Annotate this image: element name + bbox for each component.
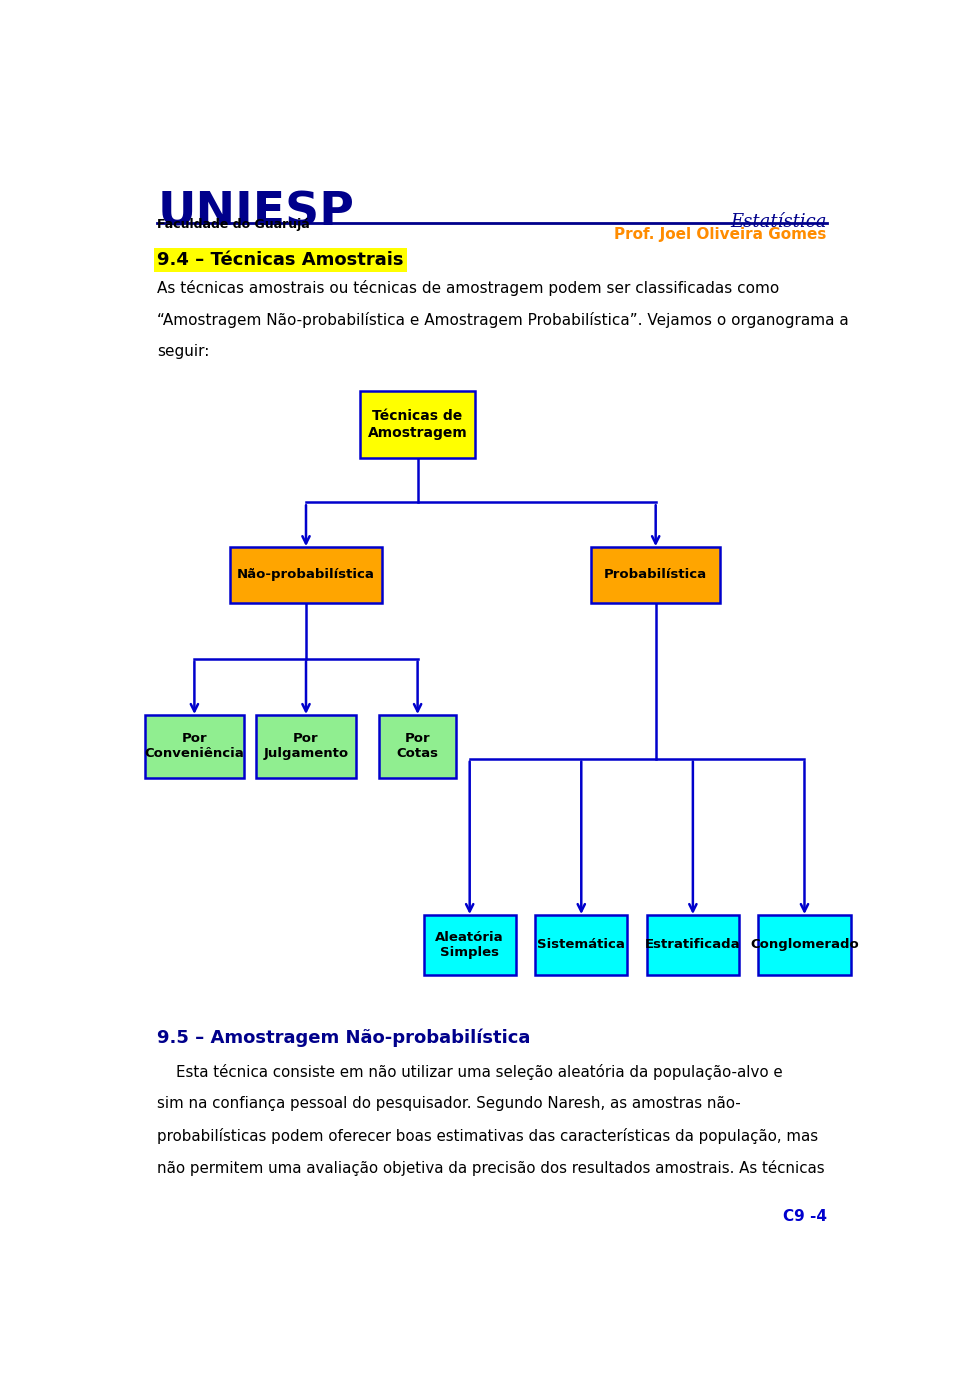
FancyBboxPatch shape [230, 547, 382, 603]
Text: “Amostragem Não-probabilística e Amostragem Probabilística”. Vejamos o organogra: “Amostragem Não-probabilística e Amostra… [157, 312, 849, 327]
Text: Estratificada: Estratificada [645, 939, 741, 951]
FancyBboxPatch shape [535, 915, 628, 975]
FancyBboxPatch shape [423, 915, 516, 975]
Text: Por
Julgamento: Por Julgamento [263, 733, 348, 761]
Text: probabilísticas podem oferecer boas estimativas das características da população: probabilísticas podem oferecer boas esti… [157, 1128, 818, 1144]
Text: Probabilística: Probabilística [604, 568, 708, 581]
Text: Esta técnica consiste em não utilizar uma seleção aleatória da população-alvo e: Esta técnica consiste em não utilizar um… [157, 1064, 782, 1080]
FancyBboxPatch shape [758, 915, 851, 975]
Text: 9.5 – Amostragem Não-probabilística: 9.5 – Amostragem Não-probabilística [157, 1028, 531, 1048]
Text: Prof. Joel Oliveira Gomes: Prof. Joel Oliveira Gomes [614, 227, 827, 242]
Text: UNIESP: UNIESP [157, 191, 354, 235]
FancyBboxPatch shape [647, 915, 739, 975]
Text: seguir:: seguir: [157, 344, 209, 359]
Text: 9.4 – Técnicas Amostrais: 9.4 – Técnicas Amostrais [157, 251, 404, 269]
Text: Aleatória
Simples: Aleatória Simples [436, 931, 504, 958]
Text: não permitem uma avaliação objetiva da precisão dos resultados amostrais. As téc: não permitem uma avaliação objetiva da p… [157, 1160, 825, 1177]
Text: Técnicas de
Amostragem: Técnicas de Amostragem [368, 410, 468, 440]
Text: Por
Cotas: Por Cotas [396, 733, 439, 761]
Text: As técnicas amostrais ou técnicas de amostragem podem ser classificadas como: As técnicas amostrais ou técnicas de amo… [157, 280, 780, 295]
Text: Estatística: Estatística [731, 213, 827, 231]
FancyBboxPatch shape [379, 715, 456, 779]
FancyBboxPatch shape [591, 547, 720, 603]
Text: Sistemática: Sistemática [538, 939, 625, 951]
Text: Faculdade do Guarujá: Faculdade do Guarujá [157, 217, 310, 231]
Text: C9 -4: C9 -4 [782, 1209, 827, 1223]
Text: sim na confiança pessoal do pesquisador. Segundo Naresh, as amostras não-: sim na confiança pessoal do pesquisador.… [157, 1096, 741, 1112]
FancyBboxPatch shape [145, 715, 244, 779]
Text: Por
Conveniência: Por Conveniência [145, 733, 244, 761]
FancyBboxPatch shape [360, 391, 475, 458]
Text: Não-probabilística: Não-probabilística [237, 568, 375, 581]
FancyBboxPatch shape [256, 715, 356, 779]
Text: Conglomerado: Conglomerado [750, 939, 859, 951]
